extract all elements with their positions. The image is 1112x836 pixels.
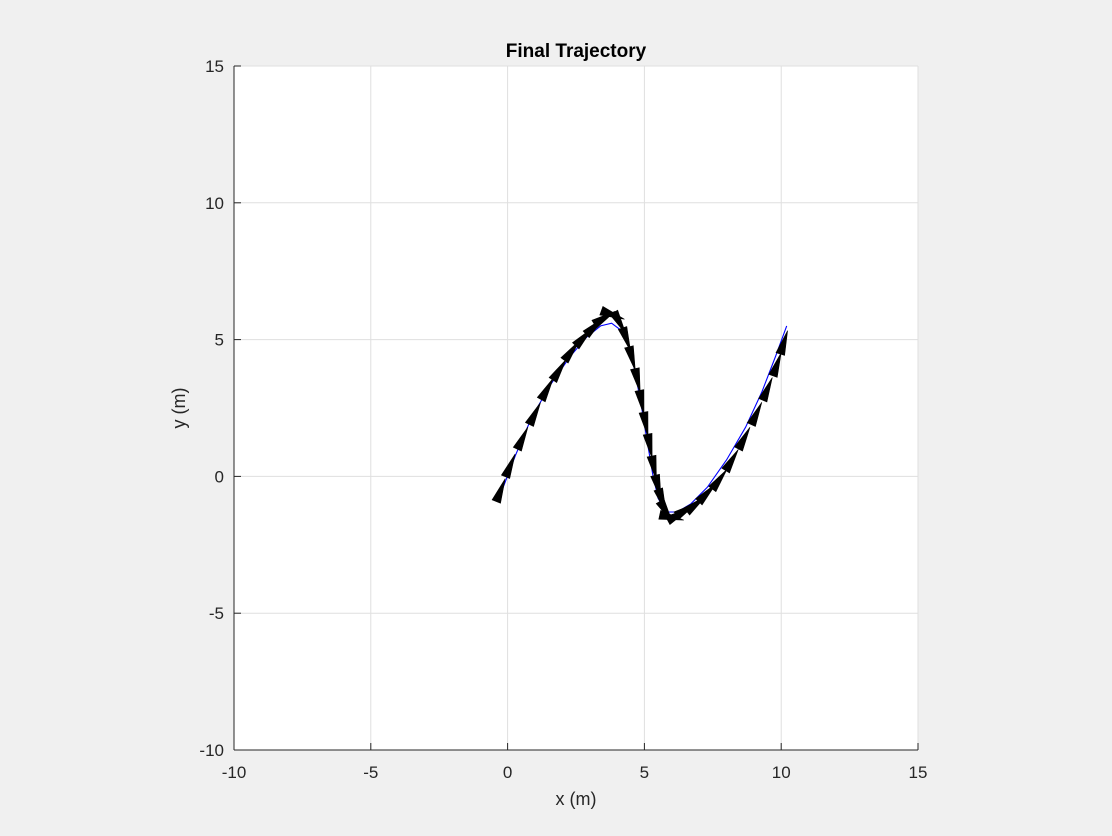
heading-arrow bbox=[560, 340, 580, 364]
heading-arrow bbox=[721, 449, 739, 474]
y-axis-label: y (m) bbox=[169, 388, 189, 429]
axes: -10 -5 0 5 10 15 -10 -5 0 5 10 15 bbox=[199, 57, 927, 782]
x-tick-label: 5 bbox=[640, 763, 649, 782]
heading-arrow bbox=[695, 483, 717, 506]
heading-arrow bbox=[548, 359, 567, 383]
heading-arrow bbox=[624, 345, 636, 371]
heading-arrow bbox=[768, 352, 782, 378]
x-tick-label: -10 bbox=[222, 763, 247, 782]
y-tick-label: 0 bbox=[215, 467, 224, 486]
data-layer bbox=[491, 306, 788, 526]
heading-arrow bbox=[758, 377, 773, 403]
x-tick-label: 15 bbox=[909, 763, 928, 782]
heading-arrow bbox=[500, 453, 516, 479]
x-tick-label: 0 bbox=[503, 763, 512, 782]
chart-title: Final Trajectory bbox=[506, 41, 647, 62]
heading-arrow bbox=[630, 367, 641, 393]
y-tick-label: 15 bbox=[205, 57, 224, 76]
y-tick-label: 5 bbox=[215, 331, 224, 350]
heading-arrow bbox=[642, 433, 653, 459]
heading-arrow bbox=[746, 402, 763, 427]
heading-arrow bbox=[491, 478, 506, 504]
x-tick-label: -5 bbox=[363, 763, 378, 782]
y-tick-label: 10 bbox=[205, 194, 224, 213]
grid bbox=[233, 65, 919, 751]
heading-arrow bbox=[512, 426, 529, 452]
y-tick-label: -5 bbox=[209, 604, 224, 623]
heading-arrow bbox=[524, 402, 541, 427]
heading-arrow bbox=[638, 411, 649, 437]
heading-arrow bbox=[646, 454, 657, 481]
heading-arrow bbox=[775, 330, 788, 356]
heading-arrow bbox=[708, 469, 728, 493]
heading-arrow bbox=[536, 377, 554, 403]
heading-arrow bbox=[617, 326, 631, 352]
heading-arrow bbox=[734, 427, 751, 452]
x-axis-label: x (m) bbox=[556, 789, 597, 809]
heading-arrow bbox=[634, 389, 645, 415]
y-tick-label: -10 bbox=[199, 741, 224, 760]
plot-area bbox=[234, 66, 918, 750]
x-tick-label: 10 bbox=[772, 763, 791, 782]
